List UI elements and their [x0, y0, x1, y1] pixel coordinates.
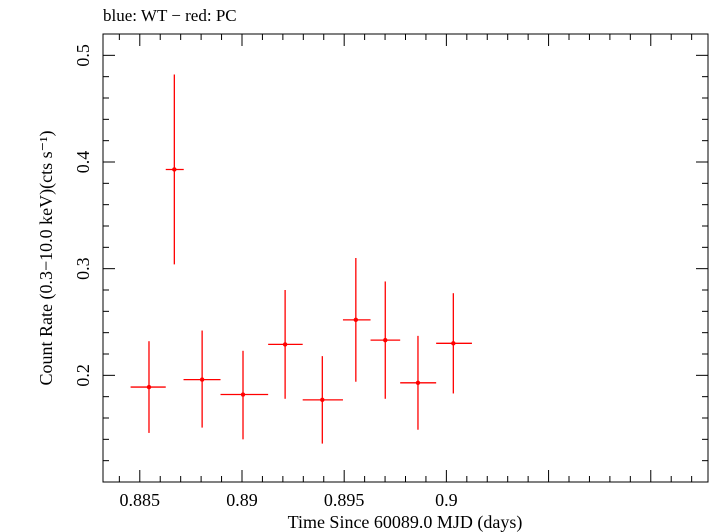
y-tick-label: 0.4: [73, 151, 93, 174]
data-marker: [199, 377, 205, 382]
data-point: [302, 356, 343, 444]
data-marker: [282, 342, 288, 347]
data-marker: [383, 337, 388, 343]
x-axis-ticks: 0.885 0.89 0.895 0.9: [118, 34, 693, 510]
data-marker: [353, 317, 359, 323]
x-tick-label: 0.885: [120, 490, 161, 510]
data-point: [342, 258, 371, 382]
data-point: [165, 74, 184, 265]
data-marker: [172, 167, 177, 172]
y-axis-ticks: 0.2 0.3 0.4 0.5: [73, 33, 708, 483]
chart-title: blue: WT − red: PC: [103, 6, 237, 25]
data-point: [183, 330, 221, 428]
x-tick-label: 0.89: [226, 490, 258, 510]
data-marker: [451, 341, 456, 346]
data-marker: [240, 392, 246, 397]
x-tick-label: 0.895: [324, 490, 365, 510]
x-tick-label: 0.9: [435, 490, 458, 510]
data-point: [436, 293, 472, 394]
data-point: [400, 335, 437, 430]
data-marker: [415, 380, 421, 385]
data-point: [130, 341, 166, 433]
data-point: [268, 290, 303, 399]
data-point: [370, 281, 401, 399]
y-tick-label: 0.3: [73, 257, 93, 280]
plot-frame: [102, 33, 709, 483]
data-series-pc: [130, 74, 472, 444]
y-axis-title: Count Rate (0.3−10.0 keV)(cts s⁻¹): [36, 130, 57, 385]
data-point: [220, 350, 269, 440]
y-tick-label: 0.2: [73, 364, 93, 387]
data-marker: [146, 384, 152, 390]
y-tick-label: 0.5: [73, 44, 93, 66]
data-marker: [320, 397, 325, 403]
x-axis-title: Time Since 60089.0 MJD (days): [288, 512, 523, 532]
